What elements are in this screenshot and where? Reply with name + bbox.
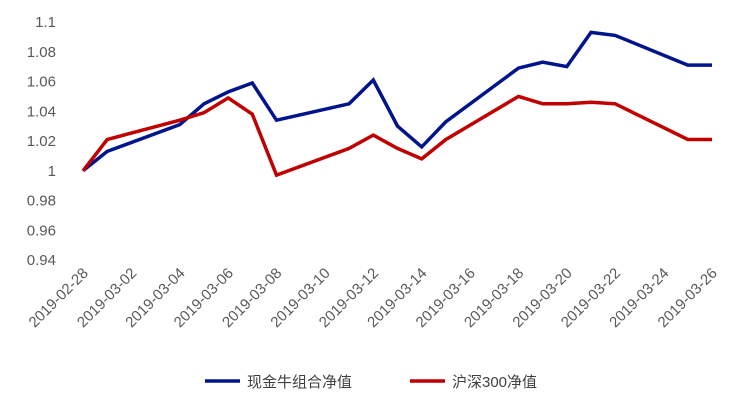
legend-label-0: 现金牛组合净值: [247, 374, 352, 391]
y-tick-label: 1.08: [27, 44, 56, 61]
y-axis: 0.94 0.96 0.98 1 1.02 1.04 1.06 1.08 1.1: [27, 14, 56, 269]
y-tick-label: 0.96: [27, 222, 56, 239]
series-line-0: [81, 30, 712, 173]
legend: 现金牛组合净值 沪深300净值: [205, 374, 537, 391]
y-tick-label: 0.98: [27, 193, 56, 210]
legend-label-1: 沪深300净值: [452, 374, 537, 391]
y-tick-label: 1.04: [27, 103, 56, 120]
y-tick-label: 1: [48, 163, 56, 180]
series-line-1: [81, 94, 712, 178]
x-axis: 2019-02-282019-03-022019-03-042019-03-06…: [26, 265, 721, 331]
y-tick-label: 1.1: [35, 14, 56, 31]
y-tick-label: 1.02: [27, 133, 56, 150]
y-tick-label: 0.94: [27, 252, 56, 269]
y-tick-label: 1.06: [27, 74, 56, 91]
series-layer: [81, 30, 712, 178]
